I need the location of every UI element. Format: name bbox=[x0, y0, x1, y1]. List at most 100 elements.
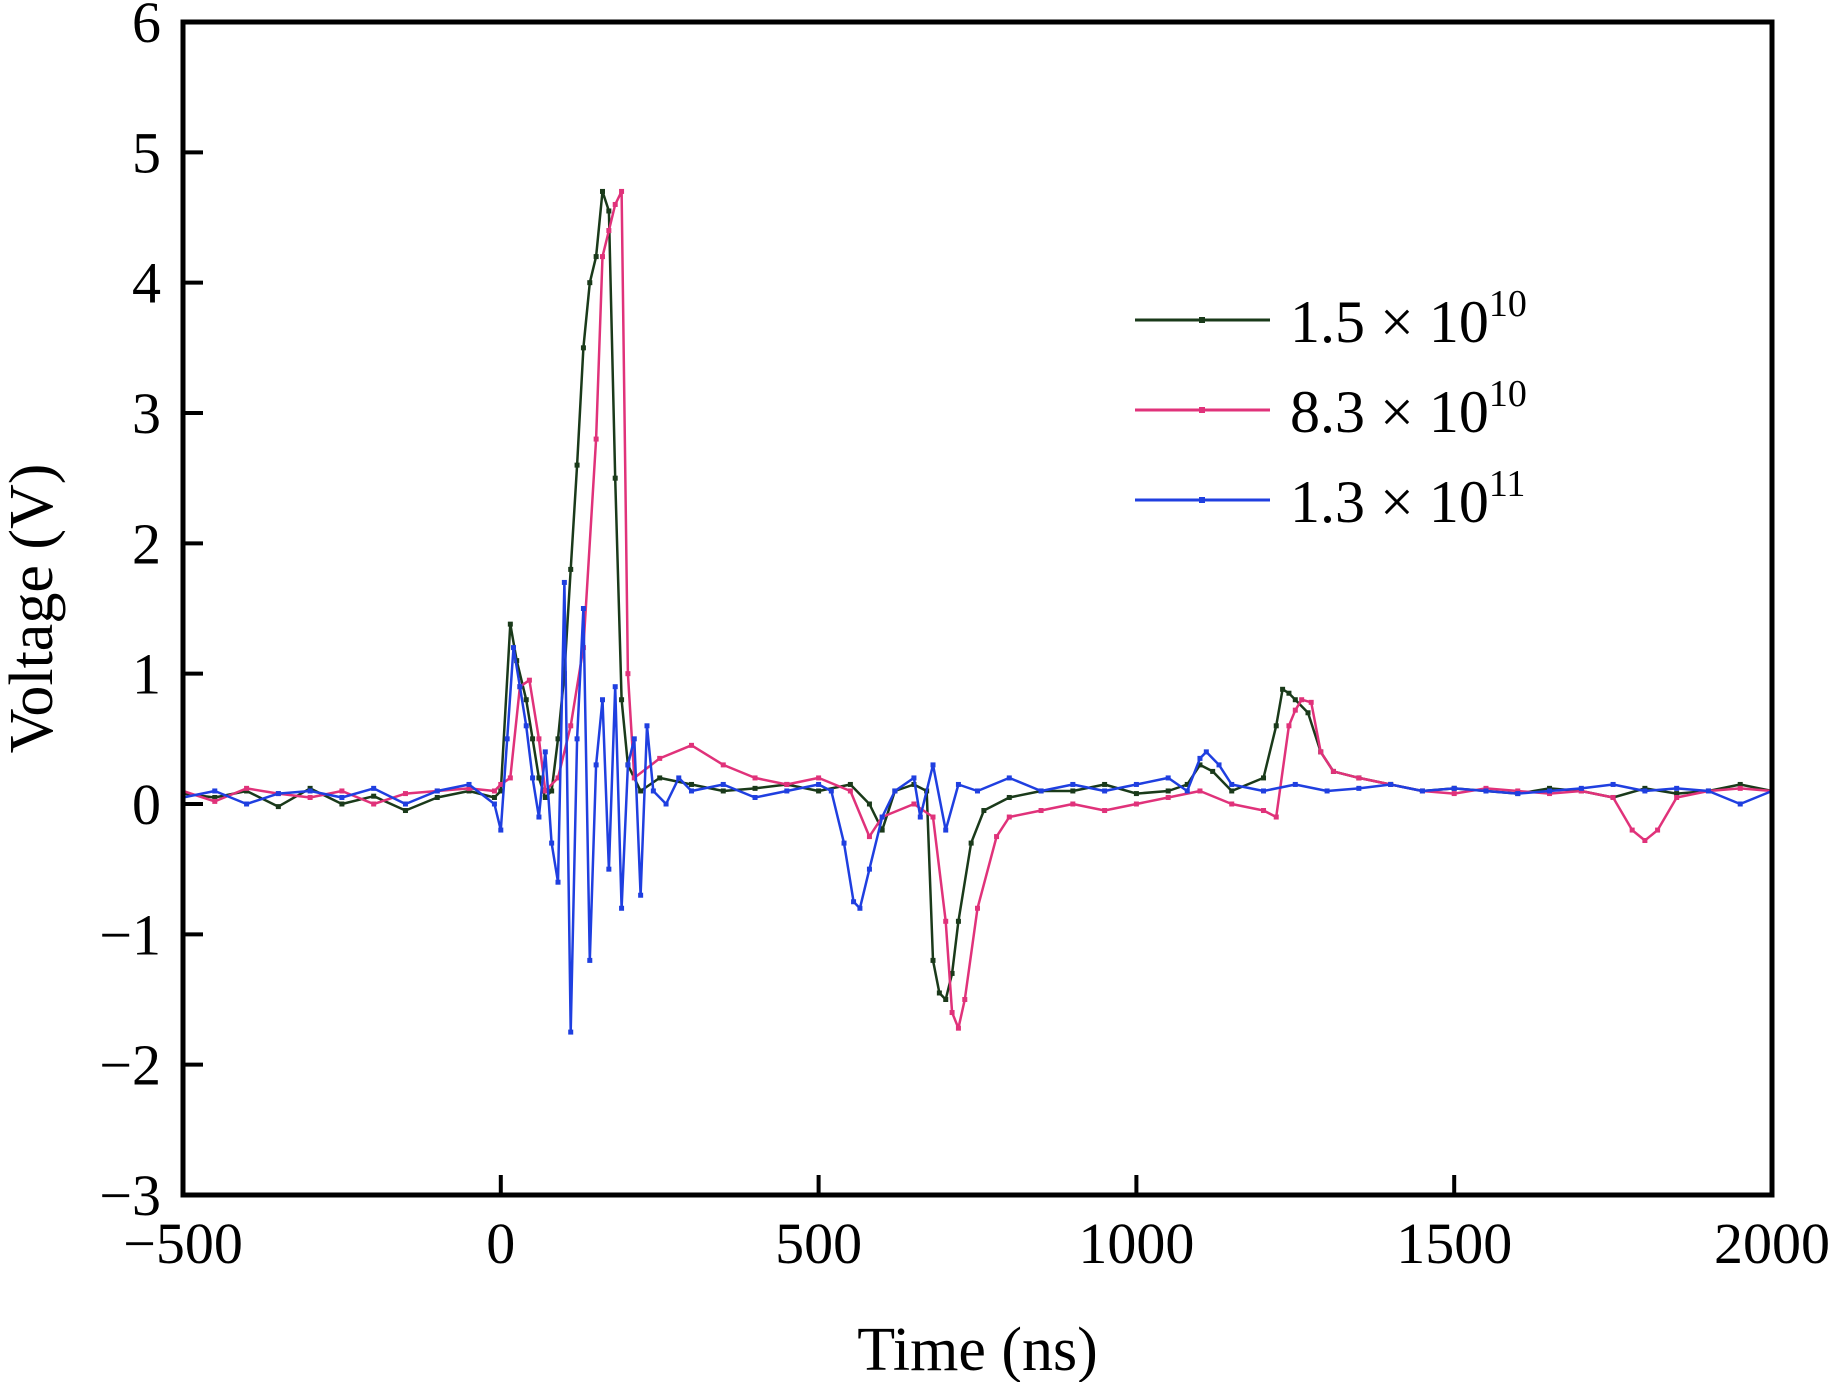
data-point bbox=[1229, 781, 1235, 787]
y-tick-label: −1 bbox=[99, 902, 161, 967]
data-point bbox=[1292, 697, 1298, 703]
data-point bbox=[275, 791, 281, 797]
data-point bbox=[307, 794, 313, 800]
data-point bbox=[466, 788, 472, 794]
y-axis-ticks: −3 −2 −1 0 1 2 3 4 5 6 bbox=[99, 0, 203, 1228]
legend-marker bbox=[1199, 497, 1205, 503]
data-point bbox=[1674, 785, 1680, 791]
series-3 bbox=[180, 579, 1775, 1035]
data-point bbox=[1165, 794, 1171, 800]
data-point bbox=[402, 801, 408, 807]
data-point bbox=[975, 788, 980, 794]
data-point bbox=[1356, 785, 1362, 791]
data-point bbox=[936, 990, 942, 996]
data-point bbox=[631, 736, 637, 742]
data-point bbox=[1642, 788, 1648, 794]
data-point bbox=[847, 781, 853, 787]
data-point bbox=[962, 997, 968, 1002]
data-point bbox=[930, 814, 936, 820]
data-point bbox=[1273, 723, 1279, 729]
data-point bbox=[1305, 710, 1311, 716]
y-tick-label: 2 bbox=[132, 511, 161, 576]
data-point bbox=[1318, 749, 1324, 755]
data-point bbox=[1578, 785, 1584, 791]
data-point bbox=[542, 788, 548, 794]
data-point bbox=[625, 762, 631, 768]
data-point bbox=[619, 188, 625, 194]
data-point bbox=[212, 798, 218, 804]
data-point bbox=[1330, 768, 1336, 774]
data-point bbox=[504, 736, 510, 742]
data-point bbox=[619, 905, 625, 911]
data-point bbox=[1133, 801, 1139, 807]
data-point bbox=[1133, 791, 1139, 797]
data-point bbox=[650, 788, 656, 794]
legend-item: 1.5 × 1010 bbox=[1135, 283, 1527, 355]
x-tick-label: 1000 bbox=[1078, 1211, 1194, 1276]
data-point bbox=[275, 804, 281, 810]
data-point bbox=[1184, 788, 1190, 794]
data-point bbox=[1038, 788, 1044, 794]
data-point bbox=[688, 788, 694, 794]
data-point bbox=[1006, 794, 1012, 800]
legend-item: 8.3 × 1010 bbox=[1135, 373, 1527, 445]
data-point bbox=[526, 677, 532, 683]
data-point bbox=[879, 827, 885, 833]
y-tick-label: 4 bbox=[132, 251, 161, 316]
data-point bbox=[784, 788, 790, 794]
data-point bbox=[536, 775, 542, 781]
data-point bbox=[949, 1010, 955, 1016]
data-point bbox=[498, 827, 504, 833]
data-point bbox=[1308, 699, 1314, 705]
x-tick-label: 1500 bbox=[1396, 1211, 1512, 1276]
data-point bbox=[1483, 788, 1489, 794]
data-point bbox=[1070, 781, 1076, 787]
data-point bbox=[371, 793, 377, 799]
data-point bbox=[555, 879, 561, 885]
data-point bbox=[911, 775, 917, 781]
data-point bbox=[1324, 788, 1330, 794]
data-point bbox=[606, 866, 612, 872]
data-point bbox=[930, 762, 936, 768]
data-point bbox=[841, 840, 847, 846]
data-point bbox=[657, 755, 663, 761]
data-point bbox=[599, 697, 605, 703]
y-tick-label: 0 bbox=[132, 772, 161, 837]
data-point bbox=[1006, 814, 1012, 820]
data-point bbox=[1280, 686, 1286, 692]
data-point bbox=[574, 462, 580, 468]
data-point bbox=[1642, 785, 1648, 791]
data-point bbox=[523, 723, 529, 729]
data-point bbox=[955, 781, 961, 787]
legend-label: 1.5 × 1010 bbox=[1290, 283, 1527, 355]
data-point bbox=[599, 254, 605, 260]
data-point bbox=[517, 684, 523, 690]
data-point bbox=[892, 788, 898, 794]
data-point bbox=[1216, 762, 1222, 768]
data-point bbox=[1165, 788, 1171, 794]
data-point bbox=[568, 566, 574, 572]
y-tick-label: 1 bbox=[132, 642, 161, 707]
data-point bbox=[1006, 775, 1012, 781]
data-point bbox=[816, 781, 822, 787]
data-point bbox=[307, 788, 313, 794]
data-point bbox=[968, 840, 974, 846]
plot-frame bbox=[180, 19, 1775, 1198]
legend-marker bbox=[1199, 317, 1205, 323]
data-point bbox=[943, 997, 949, 1002]
data-point bbox=[507, 621, 513, 627]
data-point bbox=[491, 801, 497, 807]
y-tick-label: −3 bbox=[99, 1163, 161, 1228]
data-point bbox=[587, 957, 593, 963]
data-point bbox=[1629, 827, 1635, 833]
data-point bbox=[574, 736, 580, 742]
data-point bbox=[1165, 775, 1171, 781]
data-point bbox=[625, 671, 631, 677]
data-point bbox=[1102, 808, 1108, 814]
data-point bbox=[1292, 781, 1298, 787]
data-point bbox=[612, 201, 618, 207]
data-point bbox=[955, 1025, 961, 1031]
data-point bbox=[1610, 794, 1616, 800]
data-point bbox=[943, 827, 949, 833]
